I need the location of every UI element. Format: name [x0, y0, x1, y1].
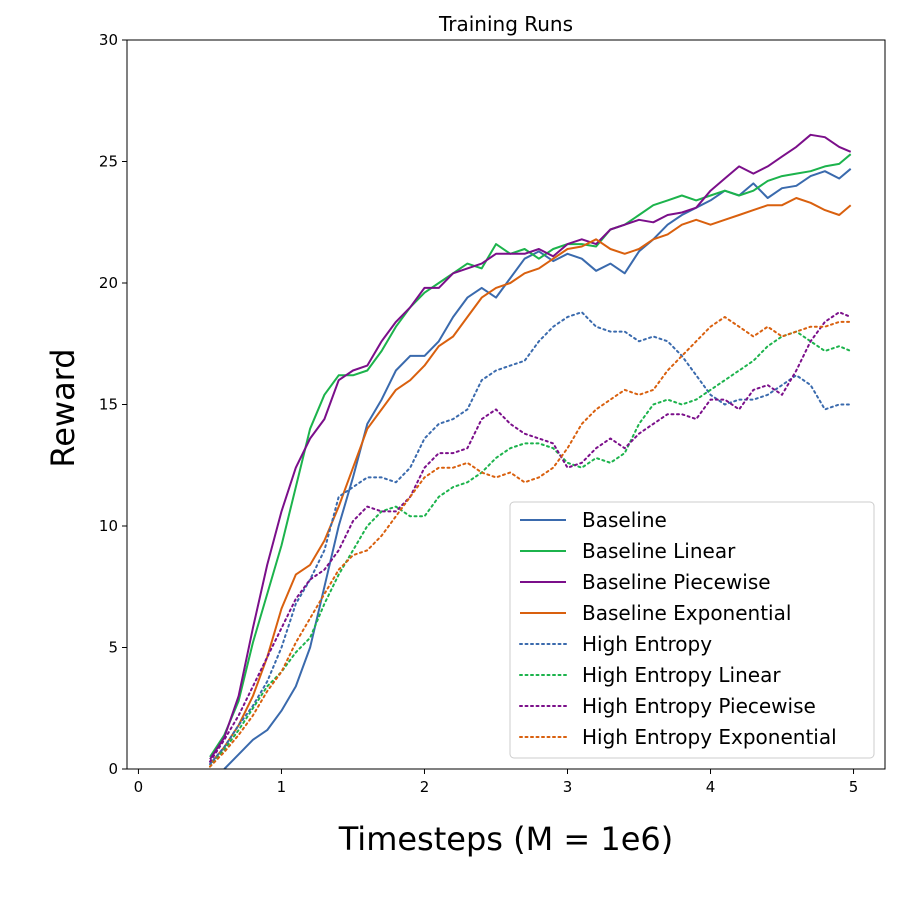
x-axis-label: Timesteps (M = 1e6)	[338, 820, 674, 858]
legend-label: High Entropy Exponential	[582, 725, 837, 749]
y-tick-label: 15	[99, 396, 118, 414]
legend-label: High Entropy Piecewise	[582, 694, 816, 718]
series-line-baseline-exponential	[209, 197, 852, 765]
legend-label: High Entropy	[582, 632, 712, 656]
legend: Baseline Baseline Linear Baseline Piecewis…	[509, 501, 875, 759]
y-tick-label: 30	[99, 31, 118, 49]
series-line-baseline-linear	[209, 153, 852, 758]
y-tick-label: 25	[99, 153, 118, 171]
chart-title: Training Runs	[438, 12, 573, 36]
legend-label: Baseline	[582, 508, 667, 532]
x-tick-label: 5	[849, 778, 859, 796]
x-tick-label: 3	[563, 778, 573, 796]
legend-label: Baseline Exponential	[582, 601, 791, 625]
series-line-high-entropy-linear	[209, 330, 852, 768]
x-tick-label: 1	[277, 778, 287, 796]
legend-label: Baseline Linear	[582, 539, 736, 563]
legend-label: High Entropy Linear	[582, 663, 781, 687]
legend-box	[509, 501, 875, 759]
series-line-baseline	[223, 168, 852, 770]
series-line-high-entropy-exponential	[209, 316, 852, 768]
y-tick-label: 10	[99, 517, 118, 535]
x-tick-label: 4	[706, 778, 716, 796]
x-tick-label: 2	[420, 778, 430, 796]
y-axis-label: Reward	[44, 348, 82, 467]
y-tick-label: 0	[108, 760, 118, 778]
x-tick-label: 0	[134, 778, 144, 796]
ticks-layer: 0 1 2 3 4 5 0 5 10 15 20 25 30	[99, 31, 858, 796]
series-line-high-entropy-piecewise	[209, 311, 852, 763]
legend-label: Baseline Piecewise	[582, 570, 771, 594]
y-tick-label: 5	[108, 639, 118, 657]
y-tick-label: 20	[99, 274, 118, 292]
series-layer	[209, 133, 852, 770]
series-line-baseline-piecewise	[209, 133, 852, 760]
